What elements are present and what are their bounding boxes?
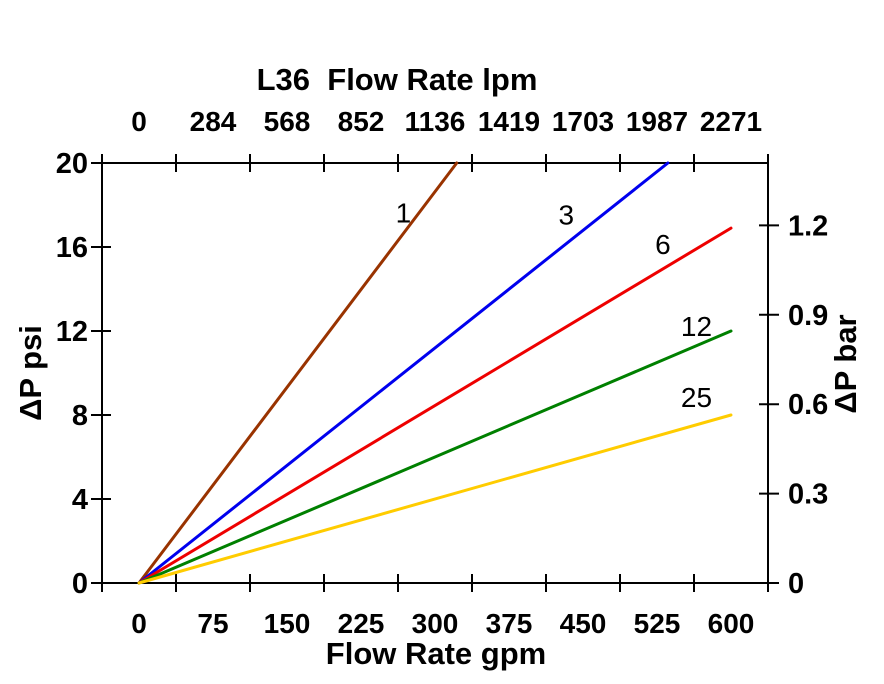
x-tick-label-bottom: 525 [634,608,681,639]
x-tick-label-top: 1419 [478,106,540,137]
y-tick-label-right: 0.9 [788,300,828,332]
x-tick-label-top: 852 [338,106,385,137]
y-tick-label-left: 8 [72,400,88,432]
y-tick-label-right: 0.6 [788,389,828,421]
series-line-6 [137,226,733,585]
y-tick-label-left: 4 [72,484,88,516]
series-line-3 [137,161,670,585]
series-label-3: 3 [558,199,574,230]
x-axis-title-bottom: Flow Rate gpm [325,636,547,671]
plot-frame [101,162,769,584]
y-axis-title-right: ΔP bar [828,314,863,414]
y-tick-label-left: 0 [72,568,88,600]
y-axis-title-left: ΔP psi [13,325,48,421]
x-tick-label-top: 0 [131,106,147,137]
series-label-25: 25 [681,382,712,413]
y-tick-label-left: 20 [56,148,88,180]
series-line-12 [137,329,733,585]
x-tick-label-bottom: 0 [131,608,147,639]
series-label-1: 1 [396,197,412,228]
series-label-12: 12 [681,311,712,342]
x-tick-label-bottom: 450 [560,608,607,639]
x-tick-label-top: 2271 [700,106,762,137]
x-tick-label-bottom: 300 [412,608,459,639]
series-label-6: 6 [655,229,671,260]
x-tick-label-top: 1987 [626,106,688,137]
y-tick-label-right: 1.2 [788,210,828,242]
x-tick-label-bottom: 600 [708,608,755,639]
y-tick-label-left: 12 [56,316,88,348]
x-tick-label-bottom: 375 [486,608,533,639]
y-tick-label-left: 16 [56,232,88,264]
x-tick-label-top: 568 [264,106,311,137]
x-tick-label-top: 1703 [552,106,614,137]
x-tick-label-bottom: 75 [197,608,228,639]
y-tick-label-right: 0.3 [788,479,828,511]
x-tick-label-top: 1136 [405,106,466,137]
x-tick-label-top: 284 [190,106,237,137]
chart-title: L36 Flow Rate lpm [256,62,538,97]
x-tick-label-bottom: 225 [338,608,385,639]
y-tick-label-right: 0 [788,568,804,600]
series-line-1 [137,161,459,585]
series-line-25 [137,413,733,585]
x-tick-label-bottom: 150 [264,608,311,639]
